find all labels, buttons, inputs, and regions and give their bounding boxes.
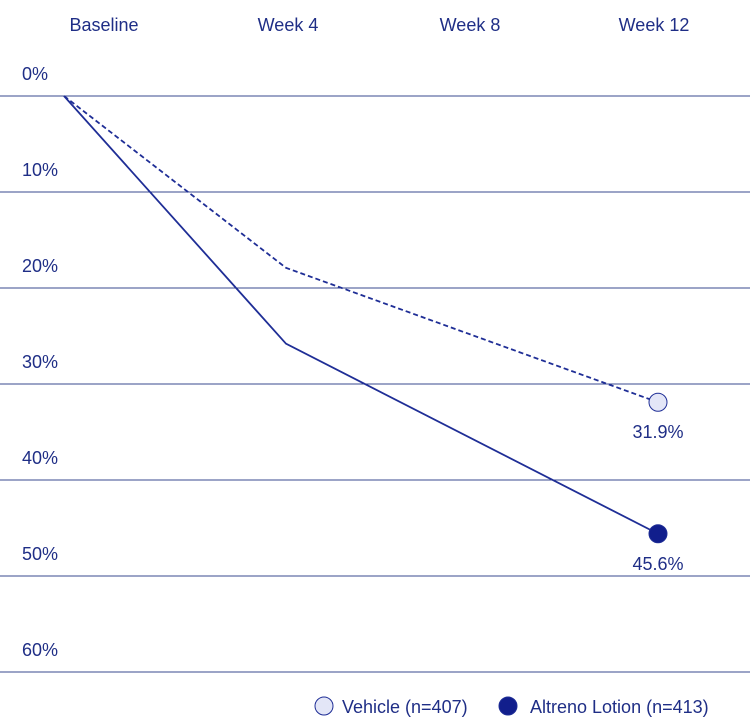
y-tick-label: 50% bbox=[22, 544, 58, 564]
y-tick-label: 10% bbox=[22, 160, 58, 180]
x-tick-label: Week 4 bbox=[258, 15, 319, 35]
y-tick-label: 0% bbox=[22, 64, 48, 84]
y-tick-label: 40% bbox=[22, 448, 58, 468]
series-end-marker bbox=[648, 524, 668, 544]
y-tick-label: 20% bbox=[22, 256, 58, 276]
x-axis-ticks: Baseline Week 4 Week 8 Week 12 bbox=[69, 15, 689, 35]
y-tick-label: 30% bbox=[22, 352, 58, 372]
grid bbox=[0, 95, 750, 673]
legend-label: Altreno Lotion (n=413) bbox=[530, 697, 709, 717]
series-line bbox=[63, 95, 659, 404]
legend-marker bbox=[498, 696, 518, 716]
data-label: 31.9% bbox=[632, 422, 683, 442]
y-axis-ticks: 0% 10% 20% 30% 40% 50% 60% bbox=[22, 64, 58, 660]
legend-marker bbox=[314, 696, 334, 716]
series-line bbox=[63, 95, 659, 535]
legend: Vehicle (n=407) Altreno Lotion (n=413) bbox=[314, 696, 709, 717]
series: 31.9% 45.6% bbox=[63, 95, 684, 574]
legend-label: Vehicle (n=407) bbox=[342, 697, 468, 717]
x-tick-label: Baseline bbox=[69, 15, 138, 35]
data-label: 45.6% bbox=[632, 554, 683, 574]
y-tick-label: 60% bbox=[22, 640, 58, 660]
x-tick-label: Week 8 bbox=[440, 15, 501, 35]
x-tick-label: Week 12 bbox=[619, 15, 690, 35]
series-end-marker bbox=[648, 392, 668, 412]
